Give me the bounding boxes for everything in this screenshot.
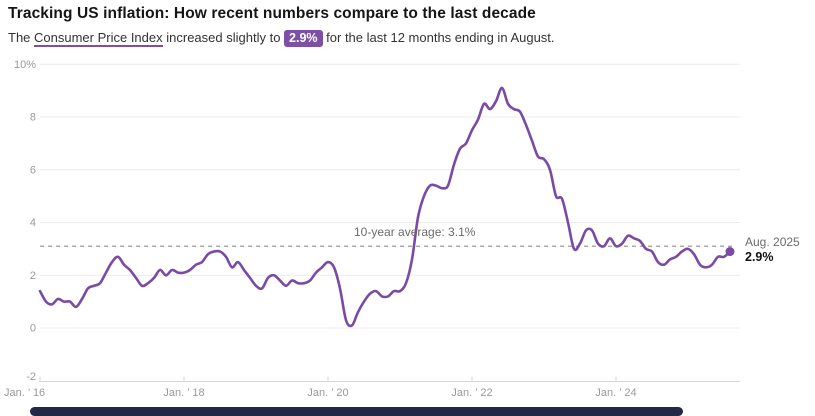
chart-header: Tracking US inflation: How recent number… bbox=[8, 4, 808, 47]
svg-text:Jan. ’ 22: Jan. ’ 22 bbox=[451, 387, 492, 399]
chart-title: Tracking US inflation: How recent number… bbox=[8, 5, 536, 22]
consumer-price-index-link[interactable]: Consumer Price Index bbox=[34, 29, 163, 47]
svg-text:0: 0 bbox=[30, 323, 36, 335]
latest-point-value: 2.9% bbox=[745, 249, 774, 264]
svg-text:2: 2 bbox=[30, 270, 36, 282]
svg-text:6: 6 bbox=[30, 164, 36, 176]
average-line-label: 10-year average: 3.1% bbox=[354, 225, 476, 239]
subtitle-suffix: for the last 12 months ending in August. bbox=[322, 29, 555, 45]
subtitle-prefix: The bbox=[8, 29, 35, 45]
svg-text:8: 8 bbox=[30, 112, 36, 124]
latest-point-date: Aug. 2025 bbox=[745, 235, 800, 249]
latest-point-annotation: Aug. 2025 2.9% bbox=[745, 235, 800, 265]
svg-text:4: 4 bbox=[30, 217, 36, 229]
chart-subtitle: The Consumer Price Index increased sligh… bbox=[8, 29, 808, 48]
svg-text:Jan. ’ 16: Jan. ’ 16 bbox=[4, 387, 45, 399]
svg-text:-2: -2 bbox=[26, 371, 36, 383]
svg-text:Jan. ’ 20: Jan. ’ 20 bbox=[307, 387, 348, 399]
svg-text:10%: 10% bbox=[14, 59, 36, 71]
horizontal-scrollbar-thumb[interactable] bbox=[30, 407, 683, 416]
subtitle-middle: increased slightly to bbox=[162, 29, 285, 45]
current-rate-badge: 2.9% bbox=[284, 29, 323, 47]
svg-text:Jan. ’ 18: Jan. ’ 18 bbox=[163, 387, 204, 399]
svg-text:Jan. ’ 24: Jan. ’ 24 bbox=[595, 387, 636, 399]
